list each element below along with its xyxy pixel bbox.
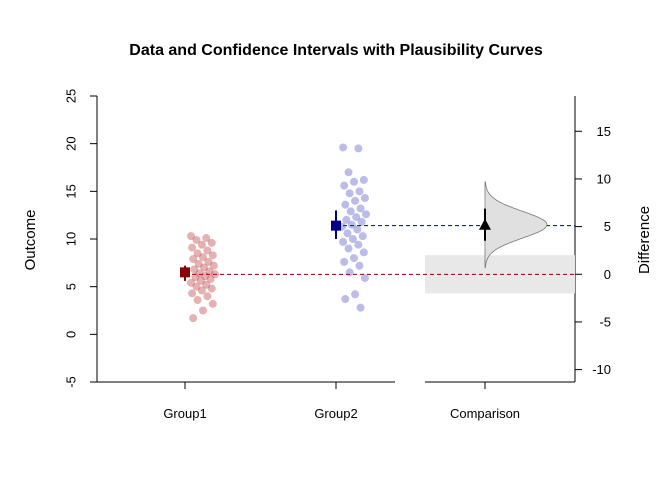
group1-point [203, 292, 212, 301]
group2-point [351, 290, 360, 299]
group2-point [360, 274, 369, 283]
group2-point [357, 217, 366, 226]
group1-point [207, 238, 216, 247]
group2-point [359, 175, 368, 184]
left-tick-label: -5 [64, 376, 79, 388]
group2-point [342, 215, 351, 224]
group2-point [341, 200, 350, 209]
x-axes [97, 381, 575, 389]
group2-point [339, 143, 348, 152]
group1-point [203, 246, 212, 255]
x-tick-label-group2: Group2 [314, 406, 357, 421]
group1-point [196, 276, 205, 285]
group2-point [355, 187, 364, 196]
group1-point [194, 259, 203, 268]
group2-point [362, 210, 370, 219]
right-tick-label: 10 [597, 171, 611, 186]
group2-point [339, 237, 348, 246]
group1-point [188, 243, 197, 252]
group2-point [348, 235, 357, 243]
group2-point [340, 181, 349, 190]
right-tick-label: 5 [604, 219, 611, 234]
right-tick-label: -5 [599, 314, 611, 329]
group1-point [187, 232, 195, 241]
left-tick-label: 25 [64, 89, 79, 103]
group1-point [199, 306, 207, 315]
group2-point [353, 225, 362, 234]
group1-point [205, 267, 214, 276]
group1-point [204, 257, 213, 266]
group2-point [346, 207, 355, 216]
group2-point [358, 232, 367, 241]
group2-point [359, 248, 368, 257]
group2-point [340, 257, 349, 266]
x-tick-label-comparison: Comparison [450, 406, 520, 421]
group2-point [351, 196, 360, 205]
group1-point [189, 314, 198, 323]
group2-point [341, 295, 350, 304]
group1-mean-marker [180, 267, 190, 278]
group1-point [193, 249, 202, 258]
right-tick-label: -10 [592, 362, 611, 377]
group1-point [193, 296, 202, 305]
group2-point [345, 189, 354, 198]
x-tick-label-group1: Group1 [163, 406, 206, 421]
left-tick-label: 5 [64, 283, 79, 290]
group1-point [195, 269, 204, 278]
group1-point [188, 289, 197, 298]
group1-point [208, 299, 217, 308]
group1-point [206, 275, 215, 284]
group2-point [354, 240, 363, 249]
group1-point [190, 265, 199, 274]
left-tick-label: 15 [64, 184, 79, 198]
group2-point [347, 220, 356, 229]
left-tick-label: 20 [64, 136, 79, 150]
group1-point [209, 261, 218, 270]
chart-title: Data and Confidence Intervals with Plaus… [129, 42, 543, 59]
group2-point [350, 254, 358, 263]
group1-point [202, 280, 211, 289]
group2-point [356, 303, 365, 312]
group2-point [350, 177, 358, 186]
group1-point [201, 272, 210, 281]
group1-point [189, 255, 198, 264]
right-tick-label: 15 [597, 124, 611, 139]
comparison-difference-marker [479, 218, 491, 230]
group2-point [343, 229, 352, 238]
group2-point [360, 194, 369, 203]
y-axis-label-left: Outcome [22, 210, 39, 271]
group1-point [197, 240, 206, 249]
group1-point [207, 284, 216, 293]
group1-point [199, 253, 207, 262]
group1-point [192, 235, 201, 244]
left-tick-label: 0 [64, 331, 79, 338]
y-axis-label-right: Difference [636, 206, 653, 274]
group2-point [352, 213, 361, 222]
group1-point [192, 282, 201, 291]
right-y-axis: -10 -5 0 5 10 15 [574, 96, 611, 382]
plausibility-curve [484, 181, 548, 268]
right-tick-label: 0 [604, 267, 611, 282]
group2-mean-marker [331, 220, 341, 231]
left-y-axis: -5 0 5 10 15 20 25 [64, 89, 98, 388]
group1-point [208, 251, 217, 260]
left-tick-label: 10 [64, 232, 79, 246]
group1-point [197, 286, 206, 295]
data-points [187, 143, 370, 323]
group2-point [354, 144, 363, 153]
group1-point [202, 234, 211, 243]
group2-point [344, 244, 353, 253]
group1-point [191, 273, 200, 282]
group1-point [200, 263, 209, 272]
group1-point [187, 278, 195, 287]
group2-point [356, 204, 365, 213]
summary-markers [180, 181, 548, 281]
group1-point [211, 270, 219, 279]
group2-point [344, 168, 353, 177]
group2-point [345, 268, 354, 277]
group2-point [355, 261, 364, 270]
